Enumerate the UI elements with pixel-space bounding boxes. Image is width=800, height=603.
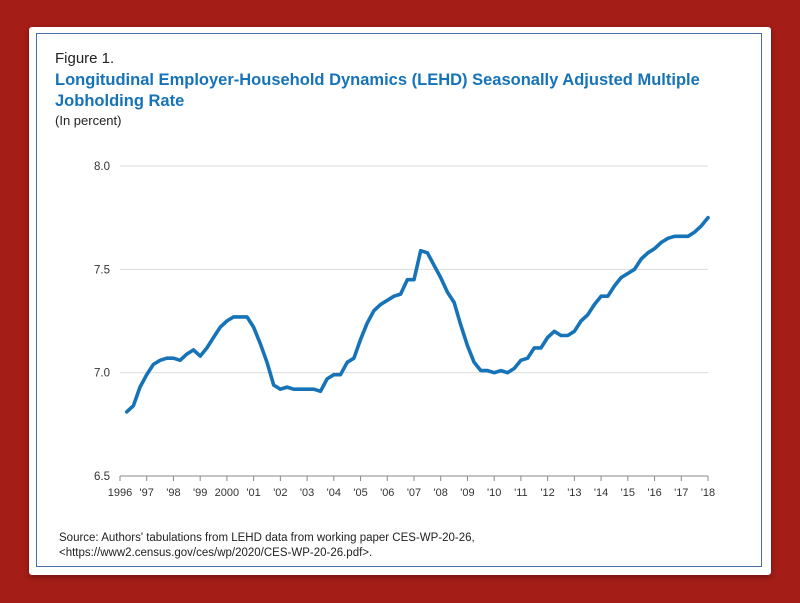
x-tick-label: '16	[647, 487, 661, 499]
x-tick-label: '17	[674, 487, 688, 499]
x-tick-label: '15	[621, 487, 635, 499]
x-axis: 1996 '97 '98 '99 2000 '01 '02 '03 '04 '05 '06 '07 '0…	[108, 475, 715, 499]
source-line-1: Source: Authors' tabulations from LEHD d…	[59, 532, 475, 544]
x-tick-label: '13	[567, 487, 581, 499]
x-tick-label: '11	[514, 487, 528, 499]
gridlines	[120, 165, 708, 374]
figure-frame	[36, 33, 762, 567]
x-tick-label: '12	[540, 487, 554, 499]
x-tick-label: '03	[300, 487, 314, 499]
x-tick-label: '99	[193, 487, 207, 499]
x-tick-label: 1996	[108, 487, 132, 499]
series-group	[124, 215, 710, 414]
x-tick-label: '09	[460, 487, 474, 499]
y-axis-ticks: 6.5 7.0 7.5 8.0	[94, 161, 110, 483]
x-tick-label: '04	[327, 487, 341, 499]
y-tick-label: 7.0	[94, 368, 110, 380]
y-tick-label: 7.5	[94, 264, 110, 276]
x-tick-label: '06	[380, 487, 394, 499]
x-tick-label: '05	[353, 487, 367, 499]
source-note: Source: Authors' tabulations from LEHD d…	[59, 531, 739, 561]
x-tick-label: '14	[594, 487, 608, 499]
figure-card: Figure 1. Longitudinal Employer-Househol…	[29, 27, 771, 575]
x-tick-label: '10	[487, 487, 501, 499]
x-tick-label: '97	[140, 487, 154, 499]
source-line-2: <https://www2.census.gov/ces/wp/2020/CES…	[59, 547, 373, 559]
chart-title: Longitudinal Employer-Household Dynamics…	[55, 71, 700, 110]
y-tick-label: 6.5	[94, 471, 110, 483]
y-tick-label: 8.0	[94, 161, 110, 173]
series-line-0	[124, 215, 710, 414]
y-axis-unit-label: (In percent)	[55, 113, 122, 128]
x-tick-label: '02	[273, 487, 287, 499]
x-tick-label: '98	[166, 487, 180, 499]
x-tick-label: '01	[246, 487, 260, 499]
x-tick-label: '07	[407, 487, 421, 499]
line-chart: 6.5 7.0 7.5 8.0 1996 '97 '98 '99 2000 '01 '02 '03 '…	[94, 161, 715, 499]
x-tick-label: 2000	[215, 487, 239, 499]
x-tick-label: '18	[701, 487, 715, 499]
x-tick-label: '08	[434, 487, 448, 499]
figure-label: Figure 1.	[55, 50, 115, 67]
